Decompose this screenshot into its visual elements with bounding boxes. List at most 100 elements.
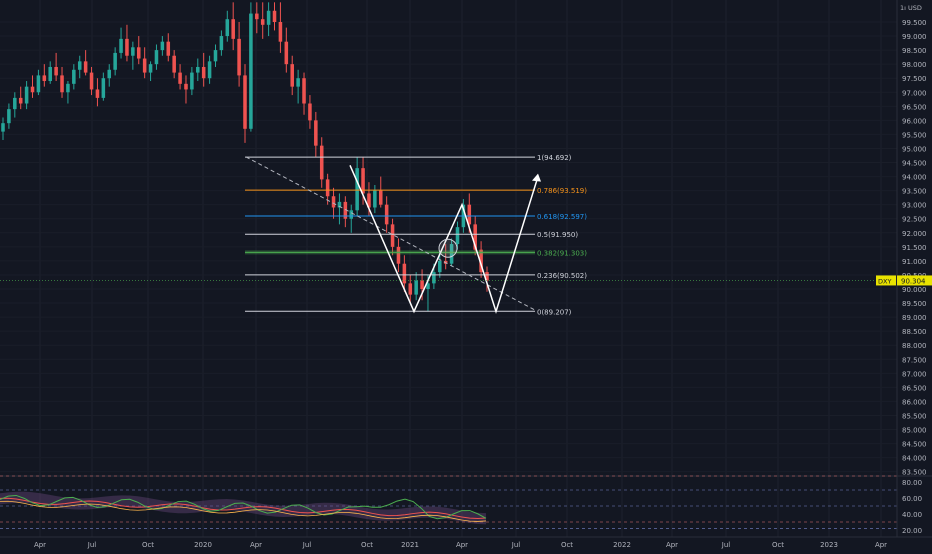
price-axis-label: 83.500 <box>902 469 927 477</box>
candle-body <box>402 263 407 284</box>
price-axis-label: 86.500 <box>902 384 927 392</box>
price-axis-label: 88.000 <box>902 342 927 350</box>
price-axis[interactable]: 1ı USD 99.500 99.000 98.500 98.000 97.500 97.0… <box>876 0 932 537</box>
fib-level-label: 0(89.207) <box>537 308 572 316</box>
fib-level-label: 1(94.692) <box>537 154 572 162</box>
candle-body <box>455 227 460 245</box>
indicator-axis-label: 80.00 <box>902 479 922 487</box>
candle-body <box>432 272 436 284</box>
time-axis-label: 2023 <box>820 541 838 549</box>
price-axis-label: 92.500 <box>902 216 927 224</box>
time-axis-label: Apr <box>875 541 887 549</box>
candle-body <box>107 69 112 79</box>
time-axis-label: 2022 <box>613 541 631 549</box>
symbol-label: DXY <box>878 277 891 285</box>
time-axis-label: Apr <box>666 541 678 549</box>
price-axis-label: 87.000 <box>902 370 927 378</box>
price-axis-label: 97.000 <box>902 89 927 97</box>
candle-body <box>54 66 58 76</box>
dashed-trendline[interactable] <box>245 156 536 311</box>
price-axis-label: 94.000 <box>902 174 927 182</box>
candle-body <box>314 120 318 146</box>
candle-body <box>349 210 354 219</box>
w-pattern-path[interactable] <box>349 165 539 314</box>
price-axis-label: 89.000 <box>902 314 927 322</box>
candle-body <box>485 272 489 281</box>
candle-body <box>225 19 230 37</box>
time-axis-label: Oct <box>561 541 573 549</box>
price-axis-label: 96.500 <box>902 103 927 111</box>
price-axis-label: 92.000 <box>902 230 927 238</box>
candle-body <box>384 204 389 225</box>
candle-body <box>343 201 348 219</box>
fibonacci-retracement[interactable]: 1(94.692) 0.786(93.519) 0.618(92.597) 0.5(9… <box>245 154 587 316</box>
candle-body <box>479 249 483 273</box>
candle-body <box>136 47 141 59</box>
price-axis-label: 86.000 <box>902 398 927 406</box>
candle-body <box>467 204 472 225</box>
candle-body <box>7 109 11 124</box>
price-axis-label: 88.500 <box>902 328 927 336</box>
candle-body <box>113 52 117 70</box>
candle-body <box>390 224 395 247</box>
indicator-main-line <box>0 494 487 520</box>
price-axis-label: 89.500 <box>902 300 927 308</box>
candle-body <box>196 66 200 73</box>
candle-body <box>408 283 413 295</box>
price-axis-label: 93.500 <box>902 188 927 196</box>
candle-body <box>89 72 94 90</box>
candle-body <box>266 10 271 25</box>
indicator-axis-label: 40.00 <box>902 511 922 519</box>
candle-body <box>83 61 88 73</box>
candle-body <box>207 61 212 79</box>
price-axis-label: 85.000 <box>902 427 927 435</box>
time-axis[interactable]: Apr Jul Oct 2020 Apr Jul Oct 2021 Apr Jul Oct 2022 A… <box>0 536 932 549</box>
candle-body <box>272 10 277 22</box>
price-axis-label: 98.000 <box>902 61 927 69</box>
indicator-axis-label: 20.00 <box>902 527 922 535</box>
candle-body <box>42 75 47 82</box>
time-axis-label: Jul <box>87 541 97 549</box>
price-axis-label: 95.500 <box>902 131 927 139</box>
candle-body <box>473 224 477 250</box>
price-axis-label: 84.000 <box>902 455 927 463</box>
candle-body <box>361 168 365 194</box>
price-axis-label: 93.000 <box>902 202 927 210</box>
candle-body <box>237 38 241 76</box>
candle-body <box>260 19 265 25</box>
candle-body <box>95 89 100 98</box>
highlight-circle[interactable] <box>438 238 458 258</box>
candle-body <box>249 13 253 129</box>
price-axis-label: 98.500 <box>902 47 927 55</box>
candle-body <box>296 78 300 87</box>
candle-body <box>449 244 454 264</box>
candle-body <box>396 246 401 264</box>
candle-body <box>72 69 76 84</box>
arrow-head-icon <box>532 173 541 182</box>
candle-body <box>325 179 330 197</box>
candle-body <box>36 75 41 93</box>
time-axis-label: Apr <box>250 541 262 549</box>
indicator-axis-label: 60.00 <box>902 495 922 503</box>
price-axis-label: 84.500 <box>902 441 927 449</box>
currency-label: 1ı USD <box>900 4 922 12</box>
candle-body <box>331 196 336 208</box>
candle-body <box>13 97 17 110</box>
last-price-tag[interactable] <box>897 275 932 286</box>
candle-body <box>308 103 312 121</box>
fib-level-label: 0.618(92.597) <box>537 213 587 221</box>
candle-body <box>219 36 224 51</box>
candle-body <box>166 41 171 56</box>
fib-level-label: 0.382(91.303) <box>537 249 587 257</box>
candle-body <box>213 50 218 62</box>
price-axis-label: 97.500 <box>902 75 927 83</box>
symbol-tag[interactable] <box>876 275 896 286</box>
candle-body <box>18 97 23 104</box>
pattern-drawing[interactable] <box>0 156 897 314</box>
candle-body <box>337 201 342 208</box>
candle-body <box>1 123 5 132</box>
candle-body <box>125 38 129 56</box>
candle-body <box>101 78 106 98</box>
